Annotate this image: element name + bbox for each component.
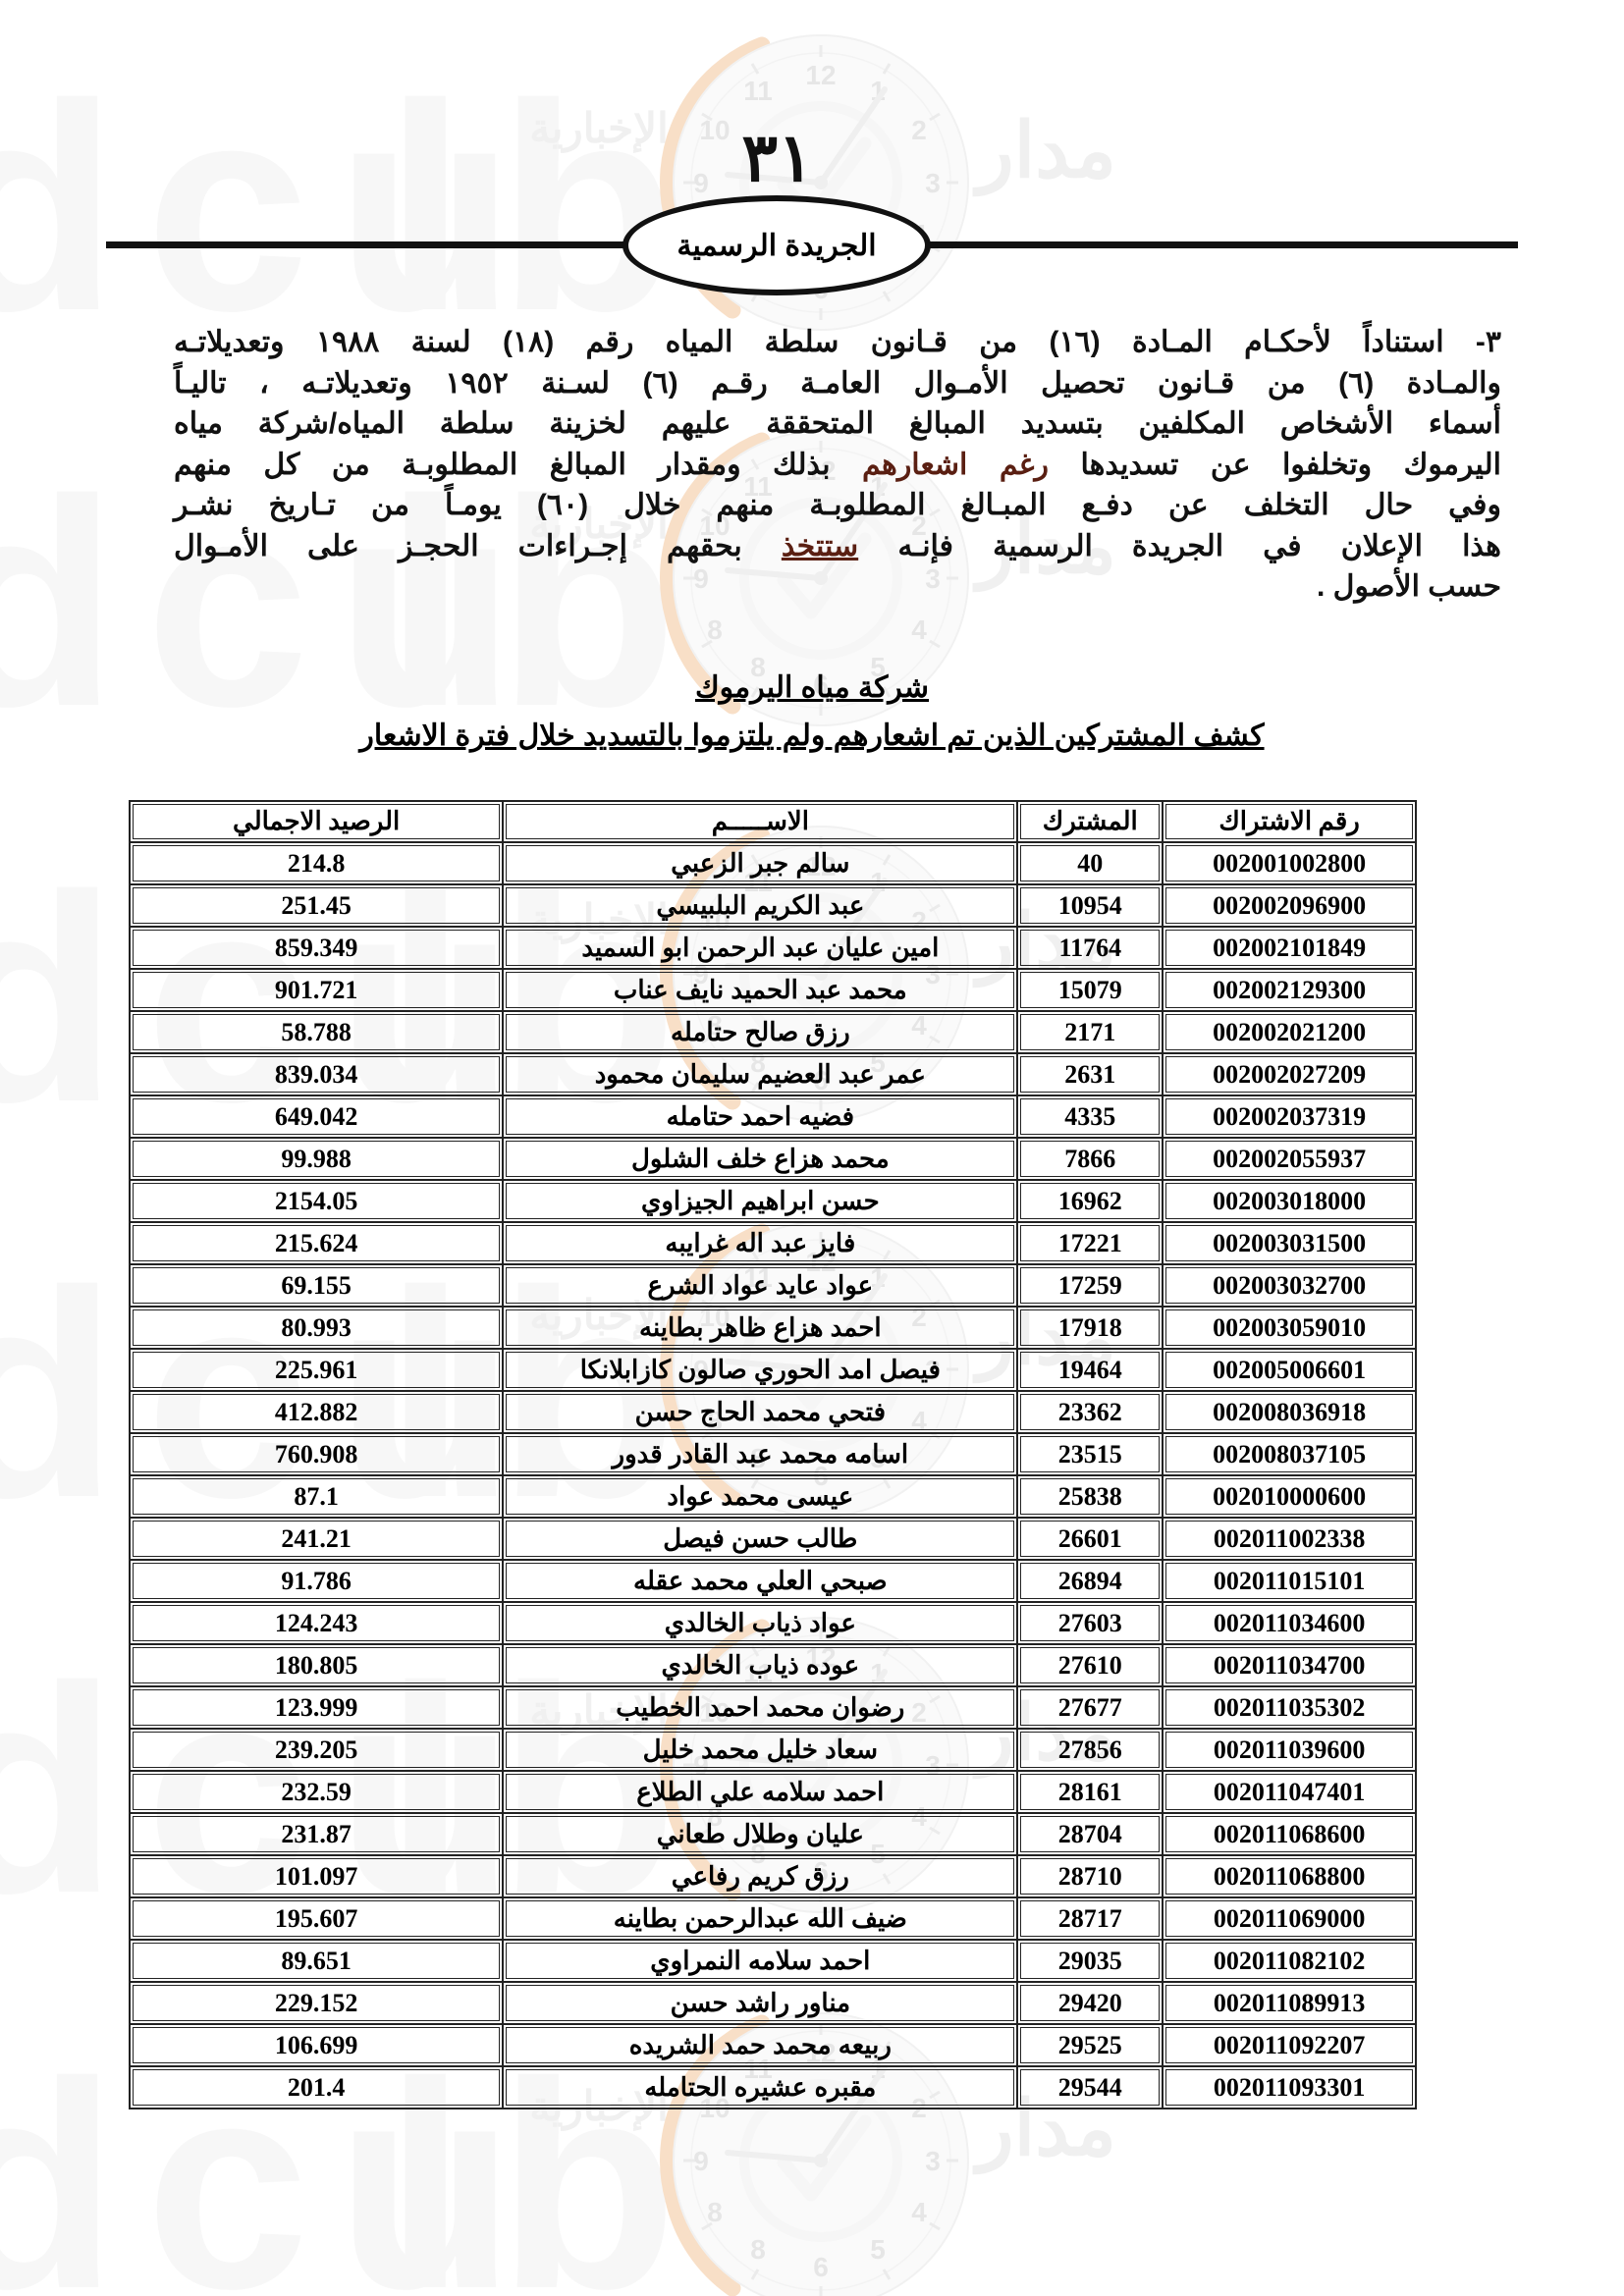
svg-text:4: 4	[911, 614, 927, 645]
svg-text:8: 8	[750, 2234, 766, 2265]
svg-text:d: d	[0, 2020, 118, 2296]
svg-text:d: d	[0, 1625, 118, 1954]
svg-text:12: 12	[805, 60, 836, 90]
svg-text:8: 8	[707, 2197, 723, 2227]
svg-text:9: 9	[693, 2146, 709, 2176]
svg-text:d: d	[0, 833, 118, 1163]
svg-text:1: 1	[870, 76, 886, 106]
svg-text:4: 4	[911, 2197, 927, 2227]
svg-text:d: d	[0, 42, 118, 372]
svg-text:d: d	[0, 1229, 118, 1559]
svg-text:3: 3	[925, 2146, 941, 2176]
svg-text:2: 2	[911, 115, 927, 145]
svg-text:9: 9	[693, 168, 709, 198]
svg-text:5: 5	[870, 2234, 886, 2265]
svg-text:3: 3	[925, 168, 941, 198]
svg-text:6: 6	[813, 2252, 829, 2282]
svg-text:11: 11	[743, 76, 773, 106]
svg-text:الإخبارية: الإخبارية	[529, 105, 669, 154]
svg-text:8: 8	[707, 614, 723, 645]
svg-text:مدار: مدار	[972, 107, 1116, 197]
